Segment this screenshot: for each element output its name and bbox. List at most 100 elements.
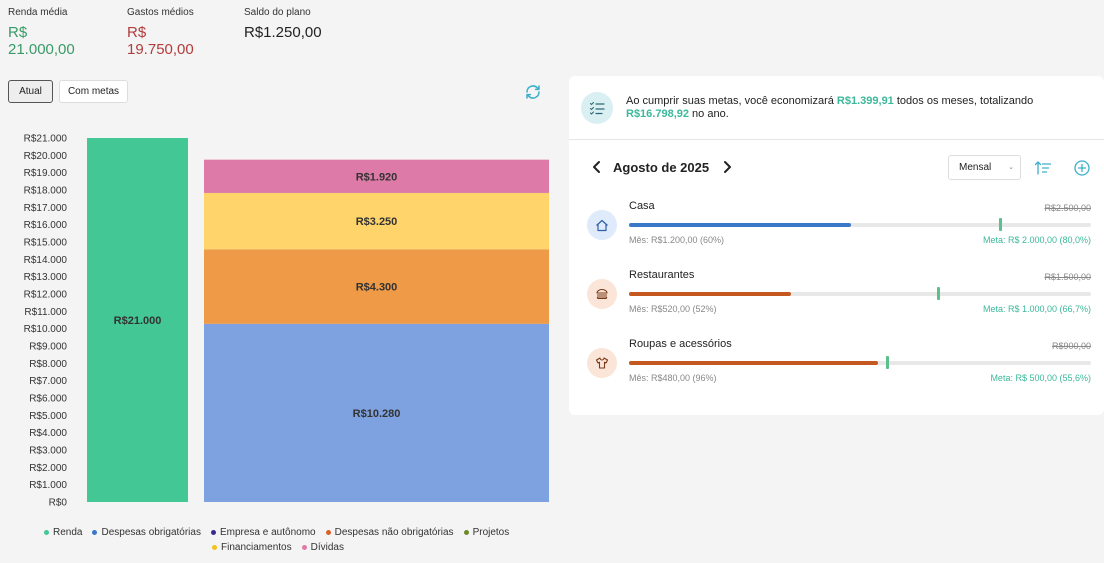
y-tick-label: R$8.000: [29, 359, 67, 370]
category-item[interactable]: Roupas e acessórios R$900,00 Mês: R$480,00…: [587, 338, 1091, 394]
category-limit: R$1.500,00: [1044, 272, 1091, 282]
burger-icon: [587, 279, 617, 309]
y-tick-label: R$0: [49, 498, 68, 509]
legend-dot: [212, 545, 217, 550]
checklist-icon: [581, 91, 613, 124]
period-title: Agosto de 2025: [613, 160, 710, 175]
category-month-spent: Mês: R$480,00 (96%): [629, 373, 717, 383]
category-name: Roupas e acessórios: [629, 338, 732, 350]
goal-marker: [937, 287, 941, 300]
y-tick-label: R$13.000: [24, 272, 68, 283]
chart-legend: Renda Despesas obrigatórias Empresa e autô…: [44, 527, 564, 553]
legend-dot: [210, 530, 216, 535]
budget-chart: R$21.000 R$20.000 R$19.000 R$18.000 R$17.000…: [24, 134, 549, 509]
legend-label: Financiamentos: [221, 542, 292, 553]
savings-tip: Ao cumprir suas metas, você economizará …: [569, 76, 1104, 140]
savings-tip-text: Ao cumprir suas metas, você economizará …: [626, 95, 1086, 121]
y-tick-label: R$9.000: [29, 342, 67, 353]
category-month-spent: Mês: R$520,00 (52%): [629, 304, 717, 314]
y-tick-label: R$10.000: [24, 324, 68, 335]
add-circle-icon[interactable]: [1073, 159, 1091, 177]
y-tick-label: R$19.000: [24, 168, 68, 179]
tab-current[interactable]: Atual: [8, 80, 53, 103]
legend-dot: [44, 530, 49, 535]
category-month-spent: Mês: R$1.200,00 (60%): [629, 235, 725, 245]
y-tick-label: R$1.000: [29, 480, 67, 491]
category-goal: Meta: R$ 500,00 (55,6%): [990, 373, 1091, 383]
y-tick-label: R$5.000: [29, 411, 67, 422]
chevron-right-icon[interactable]: [721, 160, 733, 174]
category-progress-track: [629, 218, 1091, 231]
legend-item[interactable]: Empresa e autônomo: [210, 527, 316, 538]
shirt-icon: [587, 348, 617, 378]
legend-dot: [92, 530, 98, 535]
y-tick-label: R$18.000: [24, 186, 68, 197]
frequency-select-value: Mensal: [959, 162, 992, 173]
category-limit: R$900,00: [1051, 341, 1091, 351]
y-tick-label: R$6.000: [29, 394, 67, 405]
average-income-label: Renda média: [8, 7, 68, 18]
y-tick-label: R$17.000: [24, 203, 68, 214]
goal-marker: [998, 218, 1002, 231]
category-progress-fill: [629, 292, 791, 296]
bar-segment[interactable]: [87, 138, 188, 502]
category-name: Restaurantes: [629, 269, 695, 281]
goals-panel: Ao cumprir suas metas, você economizará …: [569, 76, 1104, 415]
legend-item[interactable]: Projetos: [463, 527, 509, 538]
legend-label: Renda: [53, 527, 83, 538]
yearly-saving: R$16.798,92: [626, 107, 689, 120]
tab-with-goals[interactable]: Com metas: [59, 80, 128, 103]
legend-item[interactable]: Financiamentos: [212, 542, 292, 553]
y-tick-label: R$15.000: [24, 238, 68, 249]
legend-item[interactable]: Despesas não obrigatórias: [325, 527, 454, 538]
y-tick-label: R$3.000: [29, 446, 67, 457]
house-icon: [587, 210, 617, 240]
monthly-saving: R$1.399,91: [836, 94, 894, 107]
refresh-icon[interactable]: [524, 83, 542, 101]
legend-item[interactable]: Renda: [44, 527, 82, 538]
sort-icon[interactable]: [1034, 159, 1052, 177]
bar-data-label: R$1.920: [356, 171, 398, 183]
bar-segment[interactable]: [204, 159, 549, 193]
bar-segment[interactable]: [204, 249, 549, 324]
bar-segment[interactable]: [204, 323, 549, 502]
y-tick-label: R$7.000: [29, 376, 67, 387]
chevron-left-icon[interactable]: [591, 160, 603, 174]
plan-balance-label: Saldo do plano: [244, 7, 311, 18]
y-tick-label: R$11.000: [24, 307, 67, 318]
category-progress-fill: [629, 361, 879, 365]
bar-data-label: R$3.250: [356, 216, 398, 228]
frequency-select[interactable]: Mensal ⌄: [948, 155, 1021, 180]
average-expenses-value: R$ 19.750,00: [127, 24, 194, 58]
goal-marker: [885, 356, 889, 369]
y-tick-label: R$16.000: [24, 220, 68, 231]
bar-segment[interactable]: [204, 192, 549, 250]
category-item[interactable]: Restaurantes R$1.500,00 Mês: R$520,00 (52%…: [587, 269, 1091, 325]
average-expenses: Gastos médios R$ 19.750,00: [127, 7, 212, 58]
category-goal: Meta: R$ 2.000,00 (80,0%): [982, 235, 1091, 245]
y-tick-label: R$21.000: [24, 134, 68, 145]
chevron-down-icon: ⌄: [1008, 164, 1014, 171]
legend-dot: [325, 530, 331, 535]
plan-balance-value: R$1.250,00: [244, 24, 322, 41]
category-limit: R$2.500,00: [1044, 203, 1091, 213]
summary-bar: Renda média R$ 21.000,00 Gastos médios R…: [8, 7, 354, 58]
legend-label: Dívidas: [310, 542, 344, 553]
legend-item[interactable]: Despesas obrigatórias: [92, 527, 201, 538]
bar-data-label: R$21.000: [114, 315, 162, 327]
y-tick-label: R$2.000: [29, 463, 67, 474]
legend-item[interactable]: Dívidas: [301, 542, 344, 553]
tip-text-before: Ao cumprir suas metas, você economizará: [626, 94, 837, 107]
tip-text-middle: todos os meses, totalizando: [893, 94, 1034, 107]
bar-data-label: R$4.300: [356, 282, 398, 294]
average-expenses-label: Gastos médios: [127, 7, 194, 18]
category-progress-fill: [629, 223, 851, 227]
y-tick-label: R$12.000: [24, 290, 68, 301]
y-tick-label: R$14.000: [24, 255, 68, 266]
category-progress-track: [629, 356, 1091, 369]
legend-dot: [463, 530, 469, 535]
tip-text-after: no ano.: [689, 107, 729, 120]
y-tick-label: R$20.000: [24, 151, 68, 162]
average-income-value: R$ 21.000,00: [8, 24, 75, 58]
category-item[interactable]: Casa R$2.500,00 Mês: R$1.200,00 (60%) Meta:…: [587, 200, 1091, 256]
